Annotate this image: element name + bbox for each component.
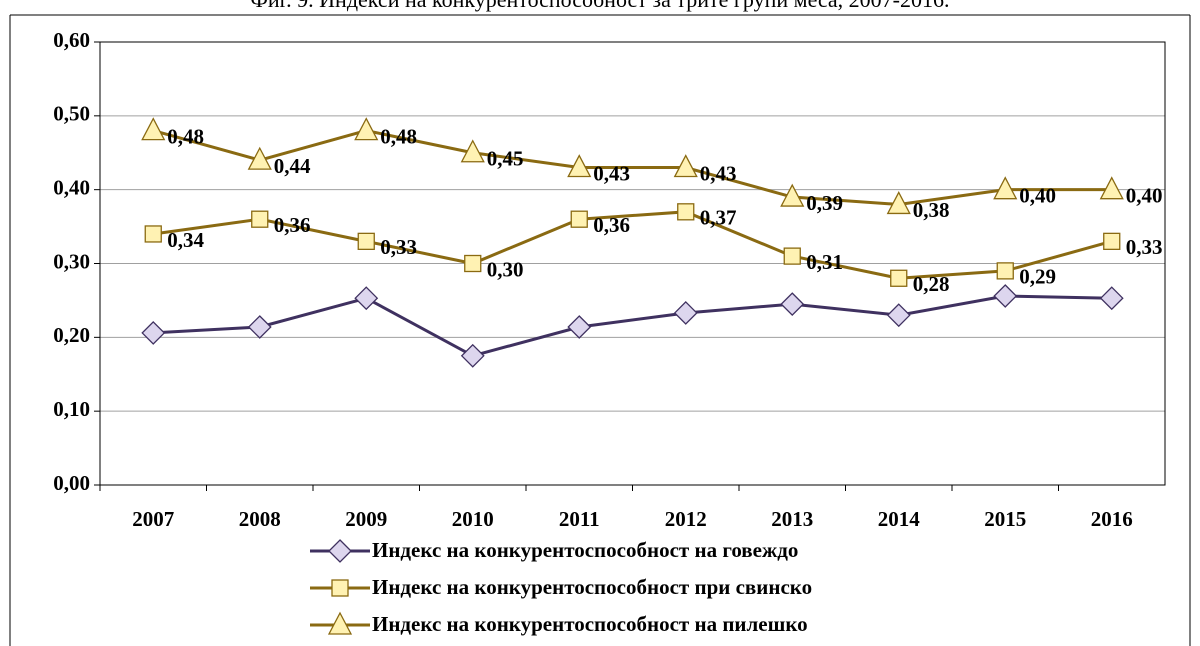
legend-marker [327,611,353,635]
marker [354,286,379,311]
marker [247,146,272,170]
marker [247,315,272,339]
x-tick-label: 2008 [239,507,281,531]
y-tick-label: 0,50 [53,102,90,126]
marker [354,117,379,141]
data-label: 0,44 [274,154,311,178]
marker [357,232,375,251]
data-label: 0,37 [700,206,737,230]
y-tick-label: 0,60 [53,28,90,52]
data-label: 0,45 [487,147,524,171]
y-tick-label: 0,00 [53,471,90,495]
marker [460,139,485,163]
data-label: 0,40 [1019,183,1056,207]
marker [677,203,695,221]
marker [993,284,1018,308]
marker [780,292,805,317]
marker [464,254,482,273]
marker [251,210,269,228]
chart-title: Фиг. 9. Индекси на конкурентоспособност … [250,0,949,12]
data-label: 0,33 [380,235,417,259]
data-label: 0,33 [1126,235,1163,259]
x-tick-label: 2007 [132,507,174,531]
series-line [153,294,1112,358]
marker [567,154,592,178]
data-label: 0,31 [806,250,843,274]
y-tick-label: 0,20 [53,323,90,347]
data-label: 0,40 [1126,183,1163,207]
marker [144,225,162,243]
marker [890,269,908,287]
marker [886,303,911,328]
data-label: 0,39 [806,191,843,215]
data-label: 0,38 [913,198,950,222]
marker [141,320,166,345]
marker [783,247,801,265]
legend-label: Индекс на конкурентоспособност на пилешк… [372,612,808,636]
legend-label: Индекс на конкурентоспособност при свинс… [372,575,812,599]
data-label: 0,48 [380,124,417,148]
x-tick-label: 2014 [878,507,921,531]
x-tick-label: 2012 [665,507,707,531]
x-tick-label: 2015 [984,507,1026,531]
x-tick-label: 2013 [771,507,813,531]
marker [460,343,485,368]
data-label: 0,36 [593,213,630,237]
data-label: 0,28 [913,272,950,296]
y-tick-label: 0,10 [53,397,90,421]
marker [886,191,911,215]
marker [673,301,698,325]
y-tick-label: 0,40 [53,175,90,199]
legend-marker [328,539,352,563]
marker [993,176,1018,200]
data-label: 0,29 [1019,265,1056,289]
x-tick-label: 2011 [559,507,600,531]
legend-marker [331,579,349,597]
marker [780,183,805,207]
data-label: 0,34 [167,228,204,252]
marker [1103,232,1121,251]
marker [1099,176,1124,200]
data-label: 0,36 [274,213,311,237]
data-label: 0,48 [167,124,204,148]
marker [567,315,592,339]
x-tick-label: 2016 [1091,507,1133,531]
y-tick-label: 0,30 [53,249,90,273]
marker [141,117,166,141]
marker [570,210,588,228]
marker [996,262,1014,280]
series-line [153,210,1113,280]
data-label: 0,43 [593,161,630,185]
x-tick-label: 2009 [345,507,387,531]
legend-label: Индекс на конкурентоспособност на говежд… [372,538,798,562]
x-tick-label: 2010 [452,507,494,531]
data-label: 0,30 [487,257,524,281]
data-label: 0,43 [700,161,737,185]
marker [673,154,698,178]
series-line [152,129,1112,206]
marker [1099,286,1124,311]
